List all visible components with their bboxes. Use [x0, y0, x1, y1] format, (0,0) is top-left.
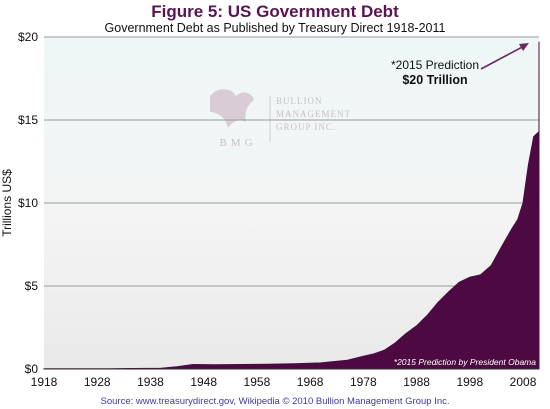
- watermark-logo: BULLION MANAGEMENT GROUP INC. BMG: [210, 89, 351, 149]
- x-axis-ticks: 1918 1928 1938 1948 1958 1968 1978 1988 1998 2008: [31, 375, 537, 389]
- prediction-arrowhead: [519, 43, 529, 51]
- debt-area: [43, 41, 540, 370]
- prediction-annotation: *2015 Prediction $20 Trillion: [391, 43, 529, 87]
- x-tick-label: 1928: [84, 375, 111, 389]
- x-tick-label: 1968: [297, 375, 324, 389]
- y-tick-label: $5: [25, 279, 39, 293]
- x-tick-label: 1978: [350, 375, 377, 389]
- chart-title: Figure 5: US Government Debt: [151, 2, 399, 21]
- x-tick-label: 1998: [456, 375, 483, 389]
- watermark-line2: MANAGEMENT: [276, 109, 351, 119]
- watermark-line3: GROUP INC.: [276, 122, 336, 132]
- y-tick-label: $10: [18, 196, 38, 210]
- y-tick-label: $15: [18, 113, 38, 127]
- y-tick-label: $20: [18, 30, 38, 44]
- x-tick-label: 1958: [244, 375, 271, 389]
- chart-subtitle: Government Debt as Published by Treasury…: [105, 21, 446, 35]
- source-note: Source: www.treasurydirect.gov, Wikipedi…: [101, 396, 450, 407]
- y-axis-label: Trillions US$: [0, 169, 14, 237]
- x-tick-label: 1918: [31, 375, 58, 389]
- y-axis-ticks: $0 $5 $10 $15 $20: [18, 30, 38, 376]
- prediction-arrow: [480, 44, 527, 70]
- y-tick-label: $0: [25, 362, 39, 376]
- x-tick-label: 1988: [403, 375, 430, 389]
- x-tick-label: 1948: [190, 375, 217, 389]
- x-tick-label: 1938: [137, 375, 164, 389]
- x-tick-label: 2008: [510, 375, 537, 389]
- prediction-amount: $20 Trillion: [402, 73, 467, 87]
- griffin-icon: [210, 89, 254, 128]
- watermark-line1: BULLION: [276, 96, 323, 106]
- prediction-label: *2015 Prediction: [391, 58, 479, 72]
- watermark-initials: BMG: [219, 137, 256, 149]
- prediction-footnote: *2015 Prediction by President Obama: [394, 357, 536, 367]
